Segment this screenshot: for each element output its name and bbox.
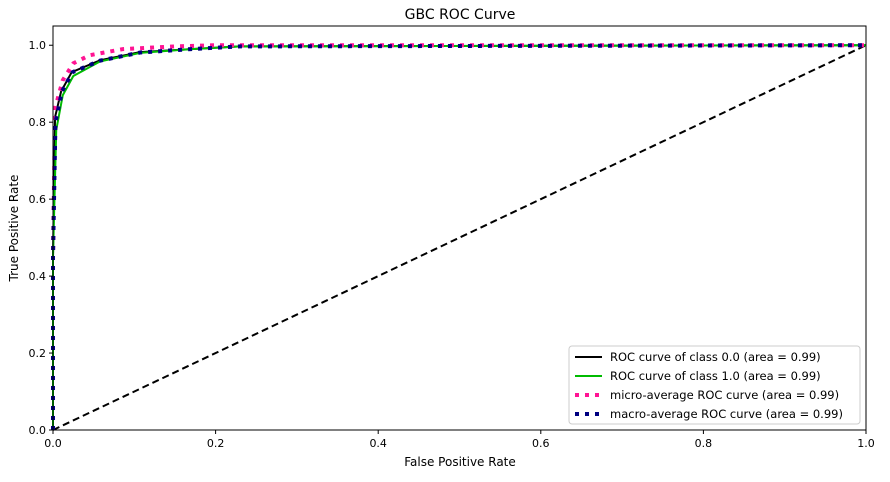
legend-box [568, 345, 861, 425]
series-line-3 [51, 43, 867, 430]
x-tick-label: 0.6 [532, 437, 550, 450]
x-tick-label: 0.0 [44, 437, 62, 450]
y-axis-label: True Positive Rate [7, 175, 21, 283]
legend-label-0: ROC curve of class 0.0 (area = 0.99) [610, 350, 821, 364]
y-tick-label: 1.0 [29, 39, 47, 52]
chart-title: GBC ROC Curve [405, 7, 516, 23]
legend-label-2: micro-average ROC curve (area = 0.99) [610, 388, 839, 402]
axes-frame [52, 25, 867, 431]
x-tick-label: 0.8 [695, 437, 713, 450]
y-tick-label: 0.8 [29, 116, 47, 129]
series-line-1 [52, 44, 867, 430]
legend-label-3: macro-average ROC curve (area = 0.99) [610, 407, 843, 421]
x-tick-label: 0.2 [207, 437, 225, 450]
legend: ROC curve of class 0.0 (area = 0.99) ROC … [568, 345, 861, 425]
x-tick-label: 1.0 [857, 437, 875, 450]
plot-area [51, 43, 867, 431]
chance-diagonal-line [52, 44, 867, 431]
y-tick-label: 0.4 [29, 270, 47, 283]
y-tick-label: 0.6 [29, 193, 47, 206]
legend-label-1: ROC curve of class 1.0 (area = 0.99) [610, 369, 821, 383]
y-tick-label: 0.2 [29, 347, 47, 360]
y-axis: 0.0 0.2 0.4 0.6 0.8 1.0 [29, 39, 53, 437]
x-axis-label: False Positive Rate [404, 455, 516, 469]
y-tick-label: 0.0 [29, 424, 47, 437]
x-axis: 0.0 0.2 0.4 0.6 0.8 1.0 [44, 430, 875, 450]
x-tick-label: 0.4 [369, 437, 387, 450]
